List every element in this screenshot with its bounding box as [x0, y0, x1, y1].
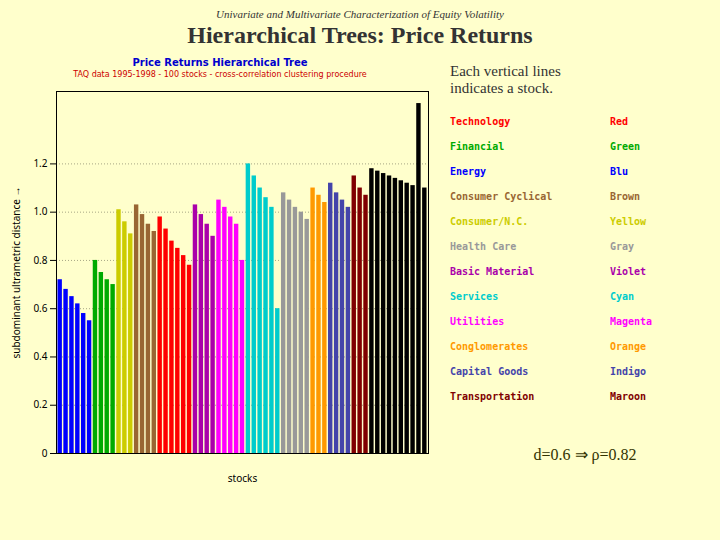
html-text:Consumer/N.C.: Consumer/N.C. [450, 216, 529, 227]
html-text:Blu: Blu [610, 166, 629, 177]
html-text:Transportation: Transportation [450, 391, 535, 402]
svg-text:0.4: 0.4 [33, 349, 47, 363]
html-text:Maroon: Maroon [610, 391, 647, 402]
html-text:Brown: Brown [610, 191, 641, 202]
html-text:TAQ data 1995-1998 - 100 stock: TAQ data 1995-1998 - 100 stocks - cross-… [73, 70, 367, 79]
html-text:Price Returns Hierarchical Tre: Price Returns Hierarchical Tree [132, 57, 308, 68]
html-text:Univariate and Multivariate Ch: Univariate and Multivariate Characteriza… [216, 8, 504, 20]
html-text:Cyan: Cyan [610, 291, 635, 302]
html-text:Green: Green [610, 141, 641, 152]
html-text:Utilities: Utilities [450, 316, 505, 327]
svg-text:0.6: 0.6 [33, 301, 47, 315]
html-text:Yellow: Yellow [610, 216, 647, 227]
html-text:Red: Red [610, 116, 629, 127]
svg-text:stocks: stocks [228, 471, 258, 485]
html-text:Basic Material: Basic Material [450, 266, 535, 277]
html-text:Indigo: Indigo [610, 366, 647, 377]
html-text:Gray: Gray [610, 241, 635, 252]
svg-text:1.0: 1.0 [33, 204, 47, 218]
html-text:Conglomerates: Conglomerates [450, 341, 529, 352]
svg-text:0.2: 0.2 [33, 397, 47, 411]
svg-text:0.8: 0.8 [33, 253, 47, 267]
html-text:Hierarchical Trees: Price Retu: Hierarchical Trees: Price Returns [187, 22, 533, 48]
svg-text:1.2: 1.2 [33, 156, 47, 170]
html-text:Violet: Violet [610, 266, 647, 277]
html-text:Magenta: Magenta [610, 316, 653, 327]
svg-text:0: 0 [42, 446, 48, 460]
html-text:d=0.6 ⇒ ρ=0.82: d=0.6 ⇒ ρ=0.82 [533, 446, 637, 463]
html-text:Orange: Orange [610, 341, 647, 352]
html-text:Each vertical lines indicates: Each vertical lines indicates a stock. [450, 63, 561, 96]
html-text:Technology: Technology [450, 116, 511, 127]
svg-text:subdominant ultrametric distan: subdominant ultrametric distance → [9, 186, 23, 358]
html-text:Consumer Cyclical: Consumer Cyclical [450, 191, 553, 202]
html-text:Financial: Financial [450, 141, 505, 152]
html-text:Capital Goods: Capital Goods [450, 366, 529, 377]
html-text:Energy: Energy [450, 166, 487, 177]
html-text:Health Care: Health Care [450, 241, 517, 252]
html-text:Services: Services [450, 291, 499, 302]
